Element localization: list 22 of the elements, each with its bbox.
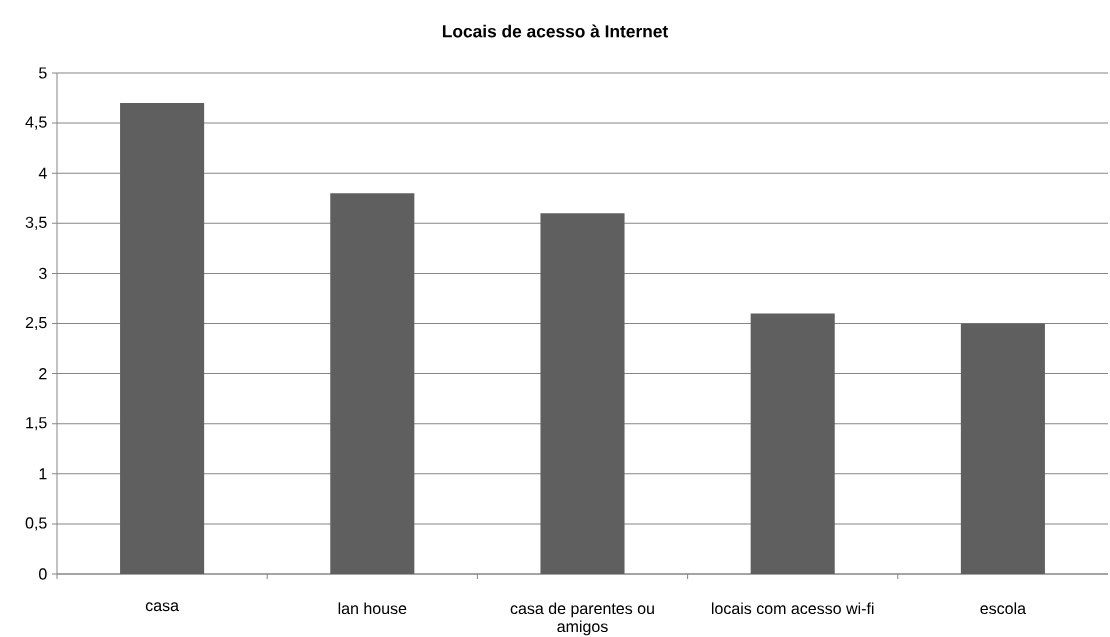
y-tick-label: 0,5	[25, 517, 47, 531]
y-tick-label: 2,5	[25, 316, 47, 331]
y-tick-label: 4	[38, 167, 47, 179]
x-tick-label: casa	[145, 602, 179, 612]
y-tick-label: 1,5	[26, 417, 47, 431]
y-tick-label: 3	[39, 267, 47, 280]
y-tick-label: 2	[39, 368, 47, 380]
y-tick-label: 1	[39, 468, 47, 480]
bar	[540, 213, 625, 574]
y-tick-label: 3,5	[25, 216, 47, 230]
bar	[330, 193, 415, 574]
y-tick-label: 0	[39, 568, 47, 580]
x-tick-label: locais com acesso wi-fi	[711, 602, 874, 615]
x-tick-label: casa de parentes ou amigos	[510, 602, 654, 636]
y-tick-label: 4,5	[25, 116, 47, 130]
bar	[960, 323, 1045, 574]
x-tick-label: escola	[980, 602, 1027, 615]
y-tick-label: 5	[39, 67, 47, 79]
chart-title: Locais de acesso à Internet	[442, 24, 668, 38]
bar	[120, 103, 205, 574]
bar	[750, 313, 835, 574]
x-tick-label: lan house	[338, 602, 407, 615]
